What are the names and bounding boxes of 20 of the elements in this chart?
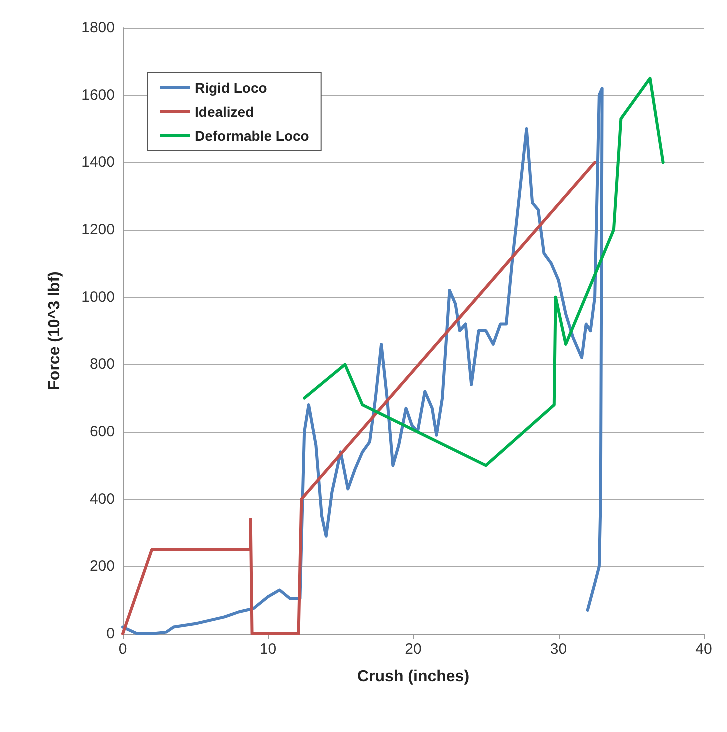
x-tick-label: 40 — [696, 641, 712, 658]
y-tick-label: 800 — [90, 356, 115, 374]
y-tick-label: 0 — [106, 626, 115, 642]
y-tick-label: 1600 — [82, 86, 115, 104]
y-tick-label: 1800 — [82, 20, 115, 36]
legend-label: Deformable Loco — [195, 128, 310, 144]
y-tick-label: 600 — [90, 424, 115, 440]
x-tick-label: 0 — [118, 641, 128, 658]
x-tick-label: 20 — [405, 641, 422, 658]
y-tick-label: 200 — [90, 558, 115, 576]
y-tick-label: 1400 — [82, 154, 115, 172]
y-tick-label: 400 — [90, 490, 115, 508]
y-tick-label: 1000 — [82, 288, 115, 306]
x-tick-label: 30 — [550, 641, 568, 658]
legend-label: Idealized — [195, 104, 254, 120]
x-tick-label: 10 — [260, 641, 277, 658]
x-axis-title: Crush (inches) — [357, 668, 470, 686]
legend-label: Rigid Loco — [195, 80, 268, 96]
y-axis-title: Force (10^3 lbf) — [46, 272, 64, 390]
y-tick-label: 1200 — [82, 222, 115, 238]
